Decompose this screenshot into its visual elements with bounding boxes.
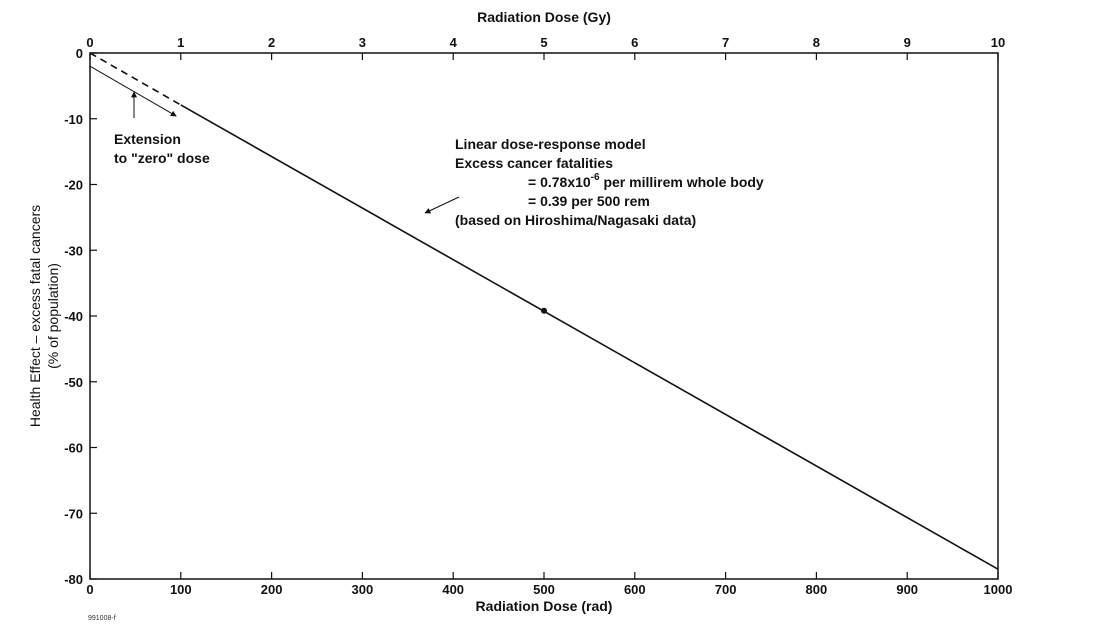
x2-tick-label: 6 (631, 35, 638, 50)
x2-tick-label: 9 (904, 35, 911, 50)
x2-tick-label: 10 (991, 35, 1005, 50)
extension-label-line1: Extension (114, 131, 181, 147)
model-annotation: Linear dose-response model Excess cancer… (424, 136, 764, 228)
x-tick-label: 1000 (984, 582, 1013, 597)
model-label-line3-suffix: per millirem whole body (600, 174, 764, 190)
x2-tick-label: 5 (540, 35, 547, 50)
dashed-extension-line (89, 52, 182, 106)
y-tick-label: -30 (64, 243, 83, 258)
x-axis-ticks: 0 100 200 300 400 500 600 700 800 900 1000 (86, 572, 1012, 597)
y-tick-label: -40 (64, 309, 83, 324)
data-point (541, 307, 547, 314)
x-tick-label: 400 (442, 582, 464, 597)
extension-label-line2: to "zero" dose (114, 150, 210, 166)
x2-tick-label: 0 (86, 35, 93, 50)
extension-annotation: Extension to "zero" dose (114, 91, 210, 166)
points-group (541, 307, 547, 314)
x2-tick-label: 4 (450, 35, 458, 50)
y-tick-label: -20 (64, 178, 83, 193)
dose-response-line (180, 104, 999, 570)
y-tick-label: -50 (64, 375, 83, 390)
y-tick-label: -10 (64, 112, 83, 127)
x-tick-label: 100 (170, 582, 192, 597)
model-label-line1: Linear dose-response model (455, 136, 646, 152)
model-label-line3: = 0.78x10-6 per millirem whole body (528, 172, 764, 190)
x-tick-label: 0 (86, 582, 93, 597)
y-axis-title-line2: (% of population) (45, 263, 61, 369)
figure-id: 991008-f (88, 615, 116, 622)
model-arrow (424, 196, 460, 214)
x-tick-label: 200 (261, 582, 283, 597)
x-tick-label: 300 (352, 582, 374, 597)
x-tick-label: 700 (715, 582, 737, 597)
series-group (89, 52, 999, 570)
y-axis-title-line1: Health Effect – excess fatal cancers (27, 205, 43, 427)
x-tick-label: 800 (806, 582, 828, 597)
x-tick-label: 500 (533, 582, 555, 597)
model-label-line4: = 0.39 per 500 rem (528, 193, 650, 209)
model-label-line3-exp: -6 (591, 172, 600, 183)
model-label-line2: Excess cancer fatalities (455, 155, 613, 171)
x2-tick-label: 2 (268, 35, 275, 50)
x2-tick-label: 8 (813, 35, 820, 50)
y-tick-label: -70 (64, 506, 83, 521)
model-label-line3-prefix: = 0.78x10 (528, 174, 591, 190)
x-tick-label: 900 (896, 582, 918, 597)
y-tick-label: -80 (64, 572, 83, 587)
x2-tick-label: 7 (722, 35, 729, 50)
x2-tick-label: 3 (359, 35, 366, 50)
model-label-line5: (based on Hiroshima/Nagasaki data) (455, 212, 696, 228)
x2-tick-label: 1 (177, 35, 184, 50)
x2-axis-title: Radiation Dose (Gy) (477, 9, 611, 25)
x2-axis-ticks: 0 1 2 3 4 5 6 7 8 9 10 (86, 35, 1005, 60)
plot-frame (89, 52, 999, 580)
extension-guide-arrow (89, 65, 177, 117)
y-tick-label: -60 (64, 441, 83, 456)
x-axis-title: Radiation Dose (rad) (476, 598, 613, 614)
y-tick-label: 0 (76, 46, 83, 61)
y-axis-title: Health Effect – excess fatal cancers (% … (27, 205, 61, 427)
x-tick-label: 600 (624, 582, 646, 597)
y-axis-ticks: 0 -10 -20 -30 -40 -50 -60 -70 -80 (64, 46, 97, 587)
